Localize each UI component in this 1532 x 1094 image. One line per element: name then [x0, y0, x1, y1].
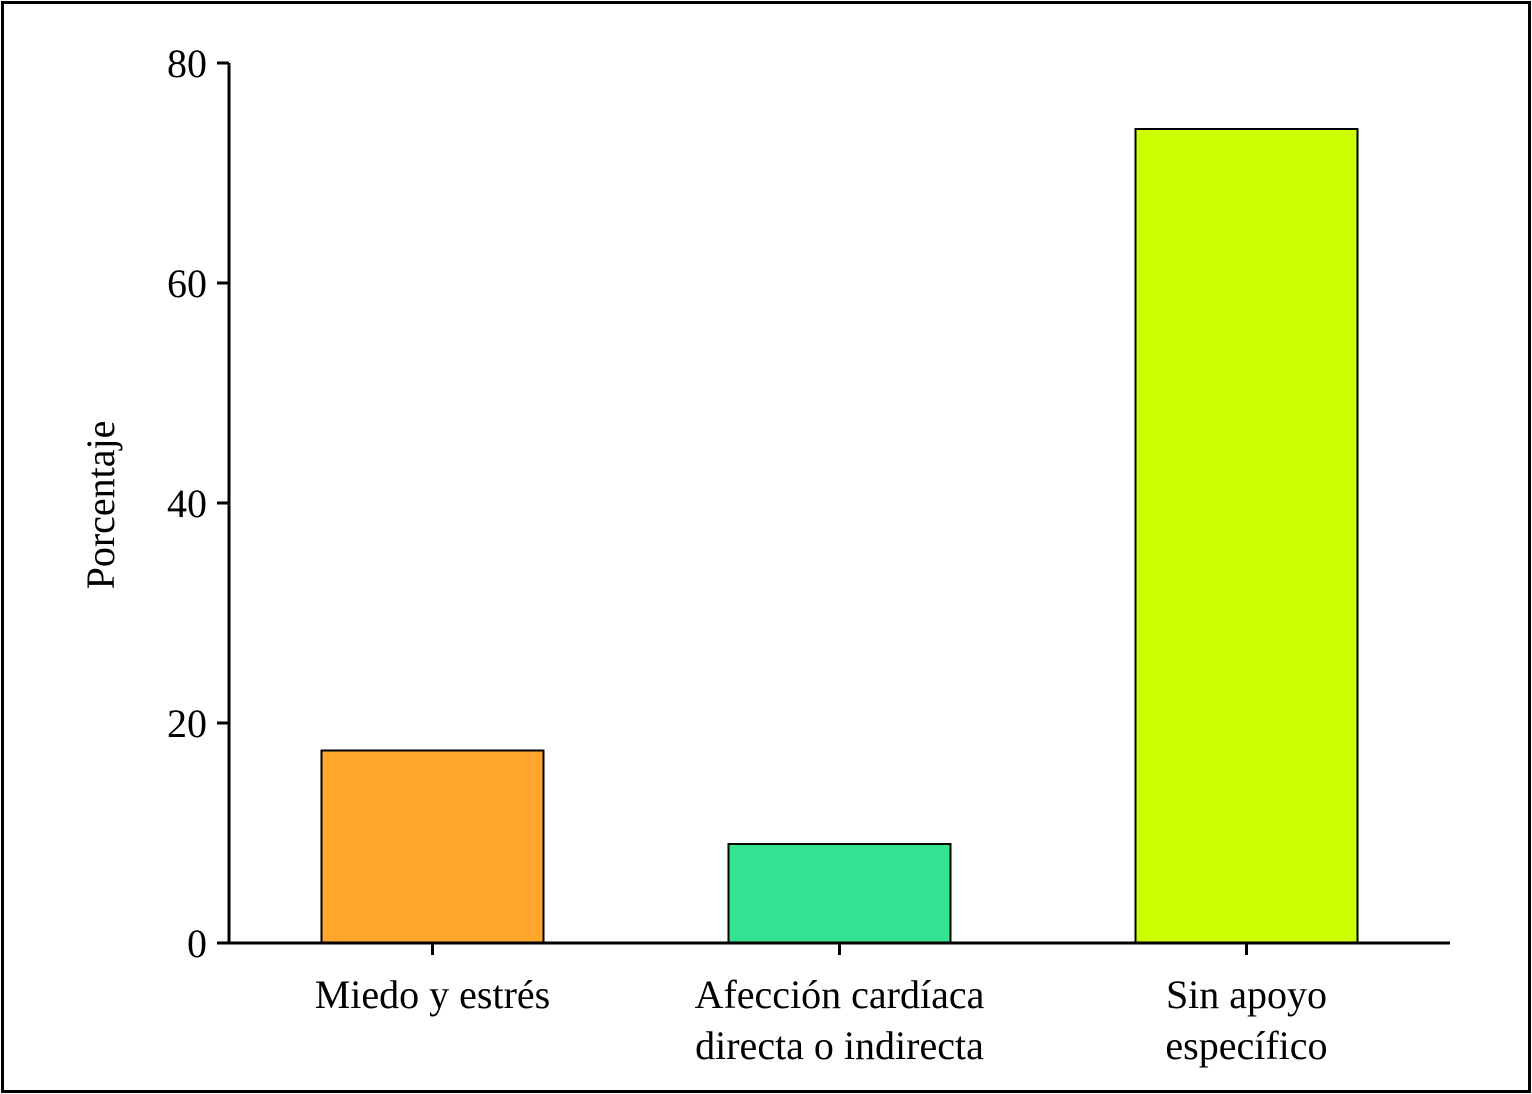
x-category-label: Sin apoyo específico [1165, 972, 1327, 1068]
bar [320, 749, 545, 944]
x-category-label-line: Miedo y estrés [315, 972, 551, 1017]
x-category-label-line: Afección cardíaca [695, 972, 985, 1017]
y-ticks-group: 0 20 40 60 80 [167, 41, 229, 966]
x-category-label: Miedo y estrés [315, 972, 551, 1017]
bar [1134, 128, 1359, 944]
y-tick-label: 60 [167, 261, 207, 306]
y-axis-title: Porcentaje [78, 421, 123, 590]
x-category-label-line: directa o indirecta [695, 1023, 984, 1068]
y-tick-label: 40 [167, 481, 207, 526]
bar [727, 843, 952, 944]
bars-group [320, 128, 1359, 944]
x-category-label: Afección cardíaca directa o indirecta [695, 972, 985, 1068]
x-category-label-line: Sin apoyo [1166, 972, 1327, 1017]
x-ticks-group: Miedo y estrés Afección cardíaca directa o… [315, 943, 1328, 1068]
x-category-label-line: específico [1165, 1023, 1327, 1068]
y-tick-label: 20 [167, 701, 207, 746]
y-tick-label: 80 [167, 41, 207, 86]
y-tick-label: 0 [187, 921, 207, 966]
